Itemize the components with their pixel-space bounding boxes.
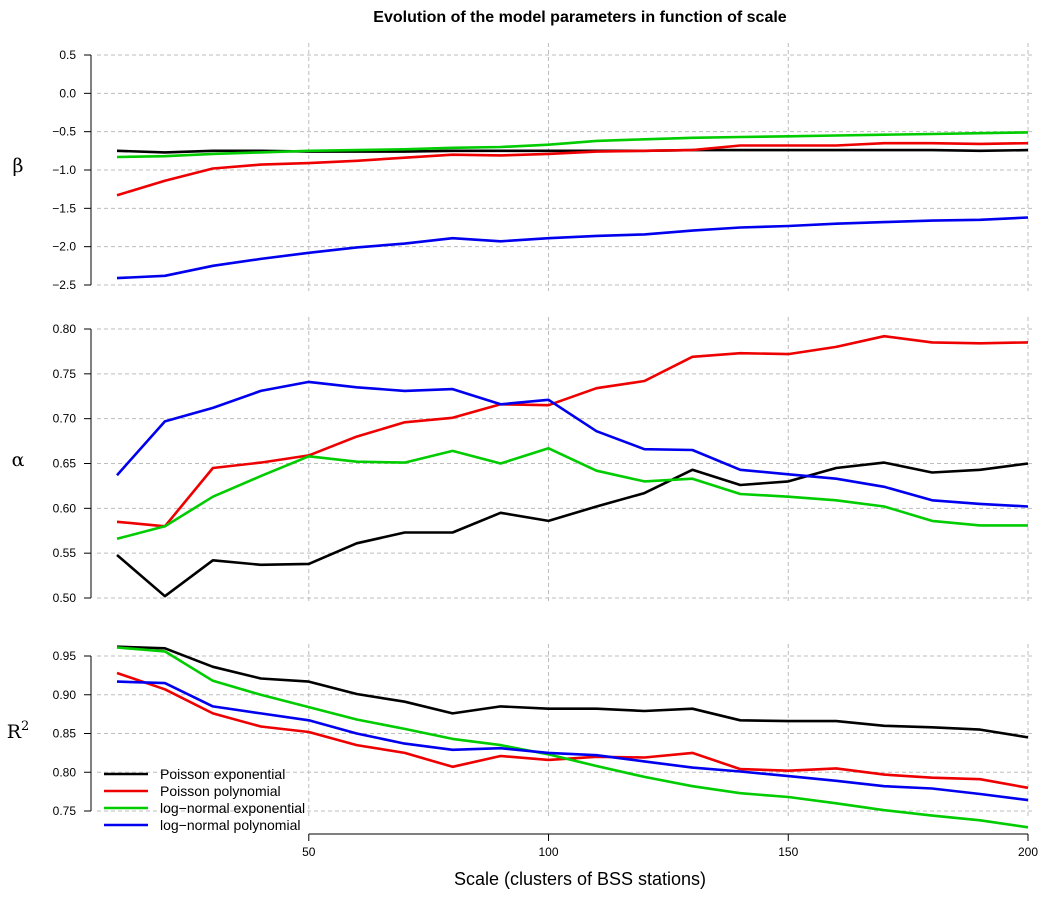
alpha-series-log-normal-polynomial [116, 380, 1029, 508]
beta-y-tick-label: −2.5 [52, 278, 76, 292]
beta-series-log-normal-polynomial [116, 216, 1029, 280]
beta-panel: 0.5 0.0 −0.5 −1.0 −1.5 −2.0 −2.5 β [13, 43, 1035, 292]
beta-y-tick-label: −2.0 [52, 240, 76, 254]
x-axis-label: Scale (clusters of BSS stations) [454, 869, 706, 889]
beta-series-log-normal-exponential [116, 131, 1029, 159]
x-tick-label: 150 [778, 845, 798, 859]
beta-y-axis-label: β [13, 155, 24, 177]
alpha-y-tick-label: 0.70 [53, 412, 77, 426]
r2-series-log-normal-exponential [116, 646, 1029, 829]
r2-y-tick-label: 0.80 [53, 765, 77, 779]
beta-y-tick-label: −0.5 [52, 125, 76, 139]
r2-series-poisson-polynomial [116, 671, 1029, 790]
r2-y-axis-label: R2 [7, 719, 30, 743]
r2-y-tick-label: 0.90 [53, 688, 77, 702]
r2-y-tick-label: 0.85 [53, 727, 77, 741]
beta-series-poisson-polynomial [116, 141, 1029, 197]
alpha-y-axis-label: α [12, 449, 25, 471]
alpha-series-poisson-polynomial [116, 334, 1029, 528]
alpha-y-tick-label: 0.50 [53, 591, 77, 605]
alpha-y-tick-label: 0.65 [53, 457, 77, 471]
r2-series-poisson-exponential [116, 645, 1029, 739]
r2-y-tick-label: 0.95 [53, 649, 77, 663]
alpha-y-tick-label: 0.80 [53, 322, 77, 336]
alpha-y-tick-label: 0.60 [53, 501, 77, 515]
legend-label: log−normal exponential [160, 800, 305, 816]
legend-label: Poisson exponential [160, 766, 285, 782]
beta-y-tick-label: 0.0 [59, 86, 76, 100]
alpha-y-tick-label: 0.75 [53, 367, 77, 381]
x-tick-label: 200 [1018, 845, 1038, 859]
x-tick-label: 100 [539, 845, 559, 859]
beta-y-tick-label: −1.5 [52, 201, 76, 215]
r2-y-tick-label: 0.75 [53, 804, 77, 818]
beta-y-tick-label: −1.0 [52, 163, 76, 177]
legend-label: Poisson polynomial [160, 783, 281, 799]
r2-series-log-normal-polynomial [116, 680, 1029, 802]
x-tick-label: 50 [302, 845, 316, 859]
alpha-series-log-normal-exponential [116, 446, 1028, 541]
r2-panel: 0.95 0.90 0.85 0.80 0.75 R2 [7, 644, 1035, 829]
alpha-panel: 0.80 0.75 0.70 0.65 0.60 0.55 0.50 α [12, 317, 1035, 605]
chart-title: Evolution of the model parameters in fun… [373, 9, 786, 26]
x-axis: 50 100 150 200 [302, 833, 1038, 859]
alpha-y-tick-label: 0.55 [53, 546, 77, 560]
alpha-series-poisson-exponential [116, 461, 1029, 598]
beta-y-tick-label: 0.5 [59, 48, 76, 62]
legend-label: log−normal polynomial [160, 817, 300, 833]
